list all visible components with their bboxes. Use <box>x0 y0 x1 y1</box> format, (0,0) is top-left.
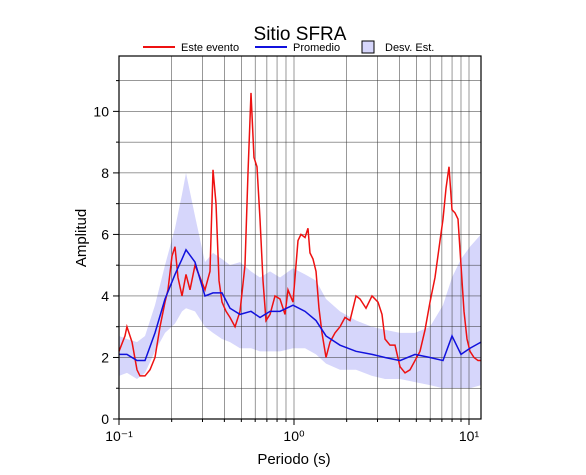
y-tick-label: 4 <box>101 288 109 304</box>
chart-title: Sitio SFRA <box>254 24 347 45</box>
legend-label: Este evento <box>181 42 239 54</box>
y-tick-label: 2 <box>101 349 109 365</box>
x-tick-label: 10⁻¹ <box>105 428 133 444</box>
y-tick-label: 0 <box>101 411 109 427</box>
y-tick-label: 6 <box>101 226 109 242</box>
y-tick-label: 10 <box>93 103 109 119</box>
legend-label: Promedio <box>293 42 340 54</box>
x-tick-label: 10¹ <box>459 428 480 444</box>
legend-label: Desv. Est. <box>385 42 434 54</box>
x-axis-label: Periodo (s) <box>257 451 330 468</box>
x-tick-label: 10⁰ <box>283 428 305 444</box>
std-band <box>119 172 481 389</box>
y-axis-label: Amplitud <box>73 209 90 267</box>
y-tick-label: 8 <box>101 165 109 181</box>
series-line <box>119 248 482 362</box>
legend-swatch <box>361 40 375 54</box>
series-line <box>118 92 481 377</box>
plot-frame <box>118 55 482 420</box>
